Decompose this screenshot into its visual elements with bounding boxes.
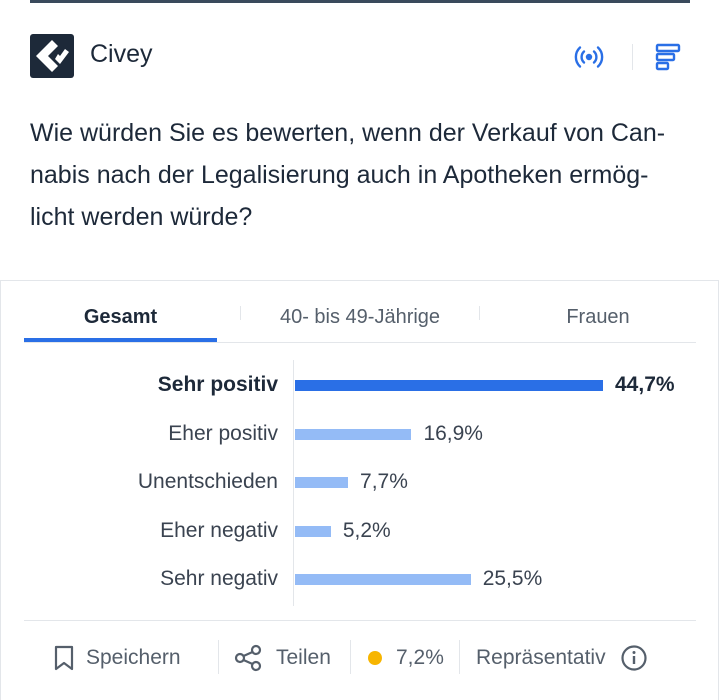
tab-gesamt[interactable]: Gesamt <box>83 306 158 328</box>
bar <box>295 428 412 440</box>
value-label: 16,9% <box>423 421 483 445</box>
bar <box>295 574 471 586</box>
question-line: Wie würden Sie es bewerten, wenn der Ver… <box>30 119 666 147</box>
status-dot-icon <box>368 651 382 665</box>
value-label: 7,7% <box>360 470 408 494</box>
header: Civey <box>0 0 720 110</box>
representative-label: Repräsentativ <box>476 646 606 669</box>
brand-name[interactable]: Civey <box>90 40 153 68</box>
value-label: 44,7% <box>615 373 675 396</box>
error-margin: 7,2% <box>368 644 444 672</box>
tabs-baseline <box>24 342 696 343</box>
chart-axis <box>293 360 294 606</box>
category-label: Eher negativ <box>160 518 278 542</box>
bar <box>295 525 331 537</box>
category-label: Unentschieden <box>137 470 278 494</box>
bar <box>295 477 349 489</box>
footer-separator <box>218 640 219 674</box>
value-label: 25,5% <box>482 567 543 591</box>
category-label: Sehr negativ <box>160 567 278 591</box>
value-label: 5,2% <box>342 518 391 542</box>
category-label: Sehr positiv <box>157 373 278 396</box>
results-card <box>0 280 719 700</box>
bar-menu-icon[interactable] <box>654 42 684 72</box>
broadcast-icon[interactable] <box>574 42 604 72</box>
question-line: nabis nach der Legalisierung auch in Apo… <box>30 161 649 189</box>
bookmark-icon <box>54 645 74 671</box>
info-icon[interactable] <box>620 644 648 672</box>
tab-divider <box>479 306 480 320</box>
bar <box>295 380 603 391</box>
question-line: licht werden würde? <box>30 203 253 231</box>
header-divider <box>632 44 633 70</box>
share-icon <box>234 644 262 672</box>
footer-divider <box>24 620 696 621</box>
top-divider <box>30 0 690 3</box>
civey-logo-icon[interactable] <box>30 34 74 78</box>
tab-frauen[interactable]: Frauen <box>566 306 630 328</box>
tab-divider <box>240 306 241 320</box>
footer-separator <box>459 640 460 674</box>
tab-40-49[interactable]: 40- bis 49-Jährige <box>279 306 441 328</box>
error-margin-value: 7,2% <box>396 646 444 669</box>
poll-question: Wie würden Sie es bewerten, wenn der Ver… <box>30 112 690 238</box>
share-label: Teilen <box>276 646 331 669</box>
active-tab-indicator <box>24 338 217 342</box>
save-button[interactable]: Speichern <box>52 644 181 672</box>
save-label: Speichern <box>86 646 181 669</box>
footer-separator <box>350 640 351 674</box>
share-button[interactable]: Teilen <box>234 644 331 672</box>
representative-info[interactable]: Repräsentativ <box>476 644 648 672</box>
category-label: Eher positiv <box>168 421 278 445</box>
